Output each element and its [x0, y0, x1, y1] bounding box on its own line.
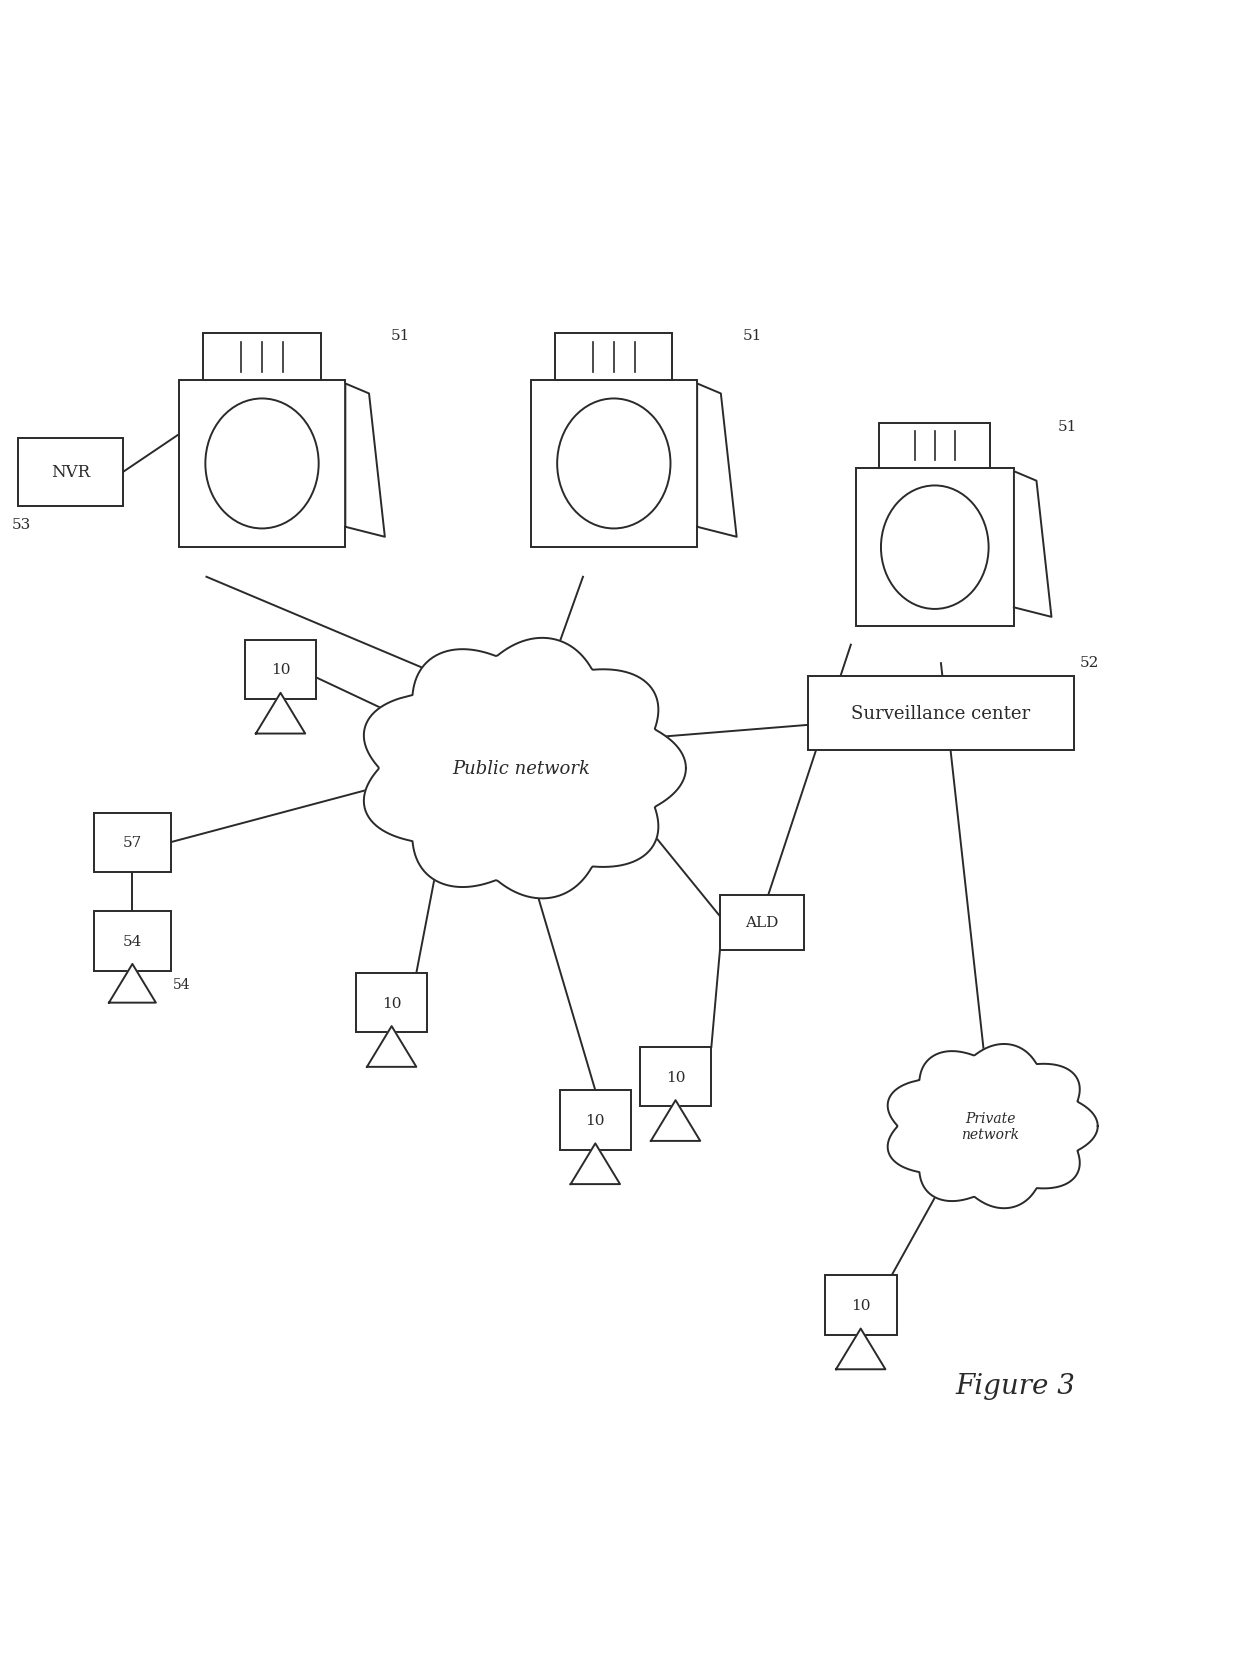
Bar: [856, 468, 1014, 627]
Text: Surveillance center: Surveillance center: [852, 704, 1030, 723]
Polygon shape: [836, 1328, 885, 1370]
Bar: [879, 425, 991, 468]
Text: 51: 51: [743, 330, 763, 343]
Polygon shape: [570, 1144, 620, 1184]
Bar: [19, 438, 123, 507]
Text: 54: 54: [174, 977, 191, 990]
Polygon shape: [367, 1027, 417, 1067]
Polygon shape: [363, 639, 686, 898]
Text: Figure 3: Figure 3: [955, 1372, 1075, 1399]
Polygon shape: [888, 1044, 1097, 1208]
Text: 10: 10: [270, 663, 290, 678]
Polygon shape: [345, 385, 384, 537]
Polygon shape: [109, 964, 156, 1004]
Text: 10: 10: [666, 1071, 686, 1084]
Bar: [825, 1276, 897, 1335]
Text: ALD: ALD: [745, 915, 779, 930]
Text: 51: 51: [1058, 420, 1078, 433]
Text: 53: 53: [12, 517, 31, 532]
Bar: [356, 974, 428, 1032]
Text: 10: 10: [382, 995, 402, 1010]
Bar: [640, 1047, 712, 1106]
Bar: [94, 912, 171, 970]
Polygon shape: [1014, 472, 1052, 617]
Bar: [720, 895, 804, 950]
Bar: [531, 381, 697, 547]
Polygon shape: [651, 1101, 701, 1141]
Text: 51: 51: [391, 330, 410, 343]
Text: 54: 54: [123, 934, 143, 949]
Text: 10: 10: [851, 1298, 870, 1312]
Polygon shape: [697, 385, 737, 537]
Bar: [556, 335, 672, 381]
Bar: [244, 641, 316, 699]
Text: Public network: Public network: [453, 760, 590, 778]
Text: NVR: NVR: [51, 463, 91, 482]
Bar: [808, 676, 1074, 750]
Polygon shape: [255, 693, 305, 734]
Bar: [203, 335, 321, 381]
Bar: [94, 813, 171, 872]
Text: 10: 10: [585, 1113, 605, 1128]
Text: 57: 57: [123, 836, 143, 850]
Bar: [559, 1091, 631, 1149]
Bar: [179, 381, 345, 547]
Text: 52: 52: [1080, 656, 1099, 669]
Text: Private
network: Private network: [961, 1111, 1019, 1141]
